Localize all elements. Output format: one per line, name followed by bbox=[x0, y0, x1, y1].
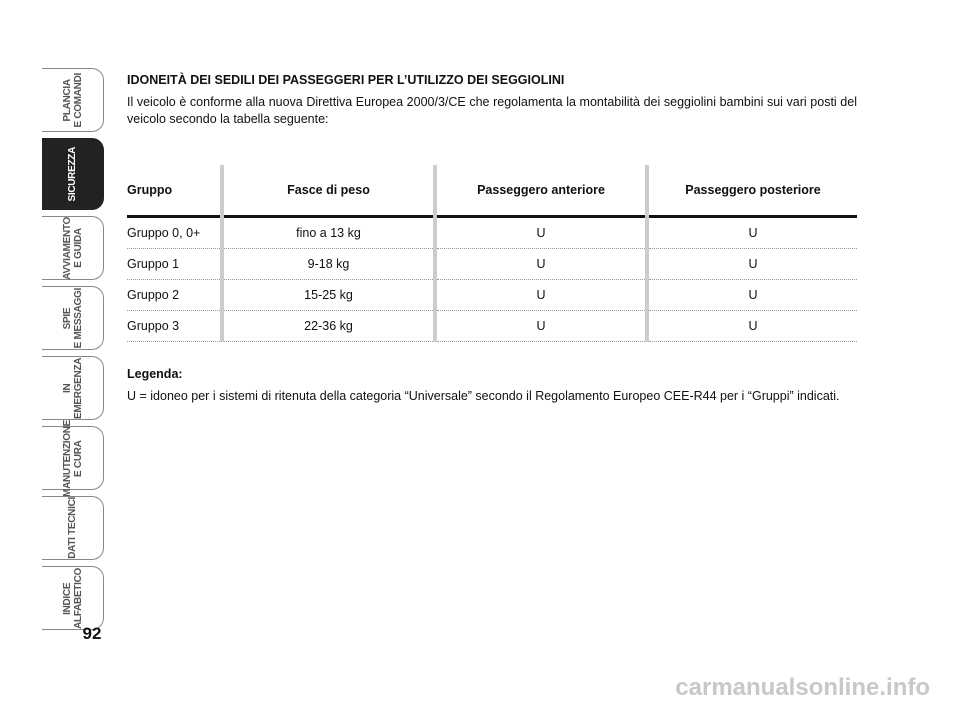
sidebar-tab: SPIE E MESSAGGI bbox=[42, 286, 104, 350]
column-header: Passeggero posteriore bbox=[645, 165, 857, 218]
table-cell: Gruppo 0, 0+ bbox=[127, 216, 222, 249]
tab-label: IN EMERGENZA bbox=[62, 357, 84, 419]
table-body: Gruppo 0, 0+ fino a 13 kg U U Gruppo 1 9-18 k… bbox=[127, 216, 857, 342]
column-header: Passeggero anteriore bbox=[433, 165, 647, 218]
table-row: Gruppo 3 22-36 kg U U bbox=[127, 310, 857, 342]
tab-label-line: E MESSAGGI bbox=[72, 287, 84, 349]
tab-label-line: SICUREZZA bbox=[67, 146, 78, 202]
tab-label: INDICE ALFABETICO bbox=[62, 568, 84, 629]
legend-text: U = idoneo per i sistemi di ritenuta del… bbox=[127, 389, 840, 403]
tab-label-line: DATI TECNICI bbox=[67, 497, 78, 559]
column-header: Fasce di peso bbox=[220, 165, 435, 218]
tab-label: SPIE E MESSAGGI bbox=[62, 288, 84, 348]
table-cell: U bbox=[433, 216, 647, 249]
tab-label-line: SPIE bbox=[61, 307, 73, 329]
sidebar-tab: AVVIAMENTO E GUIDA bbox=[42, 216, 104, 280]
tab-label-line: PLANCIA bbox=[61, 78, 73, 122]
tab-label-line: IN EMERGENZA bbox=[61, 357, 84, 419]
tab-label: DATI TECNICI bbox=[67, 497, 78, 559]
tab-label-line: AVVIAMENTO bbox=[61, 216, 73, 280]
table-cell: Gruppo 3 bbox=[127, 310, 222, 342]
header-row: Gruppo Fasce di peso Passeggero anteriore P… bbox=[127, 165, 857, 218]
tab-label-line: E GUIDA bbox=[72, 228, 84, 268]
column-header: Gruppo bbox=[127, 165, 222, 218]
table-cell: 15-25 kg bbox=[220, 279, 435, 311]
table-cell: Gruppo 1 bbox=[127, 248, 222, 280]
tab-label-line: INDICE bbox=[61, 581, 73, 615]
table-cell: U bbox=[433, 248, 647, 280]
table: Gruppo Fasce di peso Passeggero anteriore P… bbox=[127, 165, 857, 342]
legend-title: Legenda: bbox=[127, 367, 183, 381]
tab-label: MANUTENZIONE E CURA bbox=[62, 420, 84, 497]
table-cell: U bbox=[645, 310, 857, 342]
page-number: 92 bbox=[82, 624, 102, 643]
tab-label: AVVIAMENTO E GUIDA bbox=[62, 217, 84, 280]
tab-label-line: ALFABETICO bbox=[72, 567, 84, 629]
table-cell: U bbox=[645, 279, 857, 311]
table-row: Gruppo 1 9-18 kg U U bbox=[127, 248, 857, 280]
tab-label: PLANCIA E COMANDI bbox=[62, 73, 84, 128]
tab-label-line: E CURA bbox=[72, 439, 84, 477]
sidebar-tab: SICUREZZA bbox=[42, 138, 104, 210]
table-cell: U bbox=[645, 248, 857, 280]
table-cell: 22-36 kg bbox=[220, 310, 435, 342]
tab-label: SICUREZZA bbox=[67, 147, 78, 202]
table-cell: U bbox=[645, 216, 857, 249]
sidebar-tab: IN EMERGENZA bbox=[42, 356, 104, 420]
sidebar-tab: MANUTENZIONE E CURA bbox=[42, 420, 104, 496]
table-row: Gruppo 0, 0+ fino a 13 kg U U bbox=[127, 216, 857, 249]
table-cell: Gruppo 2 bbox=[127, 279, 222, 311]
table-cell: U bbox=[433, 310, 647, 342]
table-cell: fino a 13 kg bbox=[220, 216, 435, 249]
table-cell: 9-18 kg bbox=[220, 248, 435, 280]
tab-label-line: MANUTENZIONE bbox=[61, 419, 73, 497]
table-cell: U bbox=[433, 279, 647, 311]
section-title: IDONEITÀ DEI SEDILI DEI PASSEGGERI PER L… bbox=[127, 73, 565, 87]
intro-text: Il veicolo è conforme alla nuova Diretti… bbox=[127, 95, 857, 126]
sidebar-tab: PLANCIA E COMANDI bbox=[42, 68, 104, 132]
table-row: Gruppo 2 15-25 kg U U bbox=[127, 279, 857, 311]
sidebar-tab: DATI TECNICI bbox=[42, 496, 104, 560]
tab-label-line: E COMANDI bbox=[72, 72, 84, 128]
sidebar: PLANCIA E COMANDI SICUREZZA AVVIAMENTO E GUI… bbox=[42, 68, 104, 636]
watermark: carmanualsonline.info bbox=[675, 674, 930, 701]
sidebar-tab: INDICE ALFABETICO bbox=[42, 566, 104, 630]
